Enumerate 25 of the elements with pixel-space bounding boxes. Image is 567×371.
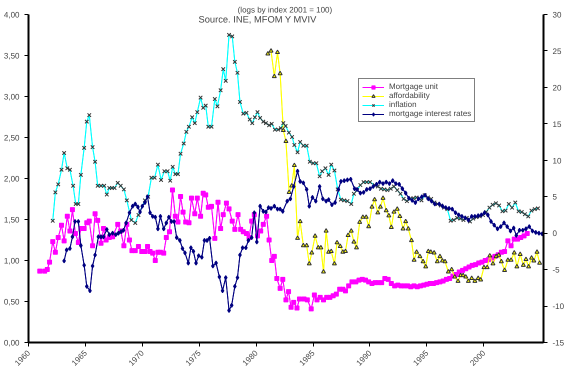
legend-label: inflation — [389, 100, 417, 109]
y2-tick-label: 15 — [552, 120, 562, 129]
y-tick-label: 1,50 — [4, 216, 20, 224]
y-tick-label: 0,50 — [4, 298, 20, 306]
y2-tick-label: 5 — [552, 192, 558, 202]
y2-tick-label: 25 — [552, 46, 562, 56]
y2-tick-label: -15 — [552, 338, 565, 348]
y2-tick-label: 10 — [552, 156, 562, 166]
annotation: Source. INE, MFOM Y MVIV — [198, 14, 318, 24]
y-tick-label: 0,00 — [4, 338, 20, 348]
y-tick-label: 3,00 — [4, 92, 20, 102]
y2-tick-label: 30 — [552, 10, 562, 20]
legend-label: affordability — [389, 91, 430, 100]
y2-tick-label: 0 — [552, 229, 558, 238]
y-tick-label: 2,00 — [4, 174, 20, 184]
y2-tick-label: -10 — [552, 302, 565, 312]
y2-tick-label: -5 — [552, 266, 560, 275]
y-tick-label: 1,00 — [4, 256, 20, 266]
y-tick-label: 3,50 — [4, 52, 20, 60]
y2-tick-label: 20 — [552, 83, 562, 92]
y-tick-label: 4,00 — [4, 10, 20, 20]
legend-label: mortgage interest rates — [389, 109, 472, 118]
legend-label: Mortgage unit — [389, 82, 438, 91]
y-tick-label: 2,50 — [4, 134, 20, 142]
chart-title: (logs by index 2001 = 100) — [238, 6, 332, 14]
